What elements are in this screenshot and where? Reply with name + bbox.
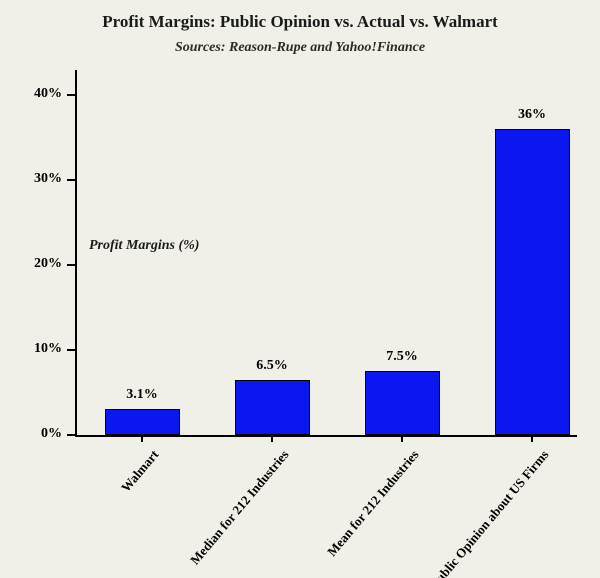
xtick-mark <box>141 435 143 442</box>
chart-root: Profit Margins: Public Opinion vs. Actua… <box>0 0 600 578</box>
xtick-label: Mean for 212 Industries <box>281 447 422 578</box>
bar-value-label: 36% <box>492 107 572 123</box>
xtick-label: Public Opinion about US Firms <box>411 447 552 578</box>
ytick-label: 40% <box>22 86 62 102</box>
xtick-mark <box>401 435 403 442</box>
y-axis-label: Profit Margins (%) <box>89 238 199 254</box>
ytick-line <box>67 264 75 266</box>
bar-value-label: 3.1% <box>102 387 182 403</box>
xtick-mark <box>271 435 273 442</box>
ytick-line <box>67 349 75 351</box>
ytick-label: 10% <box>22 341 62 357</box>
bar-value-label: 7.5% <box>362 349 442 365</box>
chart-title: Profit Margins: Public Opinion vs. Actua… <box>0 12 600 32</box>
bar <box>365 371 440 435</box>
xtick-mark <box>531 435 533 442</box>
bar <box>105 409 180 435</box>
ytick-label: 20% <box>22 256 62 272</box>
bar-value-label: 6.5% <box>232 358 312 374</box>
chart-subtitle: Sources: Reason-Rupe and Yahoo!Finance <box>0 40 600 56</box>
plot-area: 0% 10% 20% 30% 40% Profit Margins (%) 3.… <box>75 70 577 437</box>
ytick-line <box>67 179 75 181</box>
xtick-label: Walmart <box>21 447 162 578</box>
bar <box>235 380 310 435</box>
ytick-label: 0% <box>22 426 62 442</box>
ytick-line <box>67 434 75 436</box>
xtick-label: Median for 212 Industries <box>151 447 292 578</box>
ytick-line <box>67 94 75 96</box>
ytick-label: 30% <box>22 171 62 187</box>
bar <box>495 129 570 435</box>
